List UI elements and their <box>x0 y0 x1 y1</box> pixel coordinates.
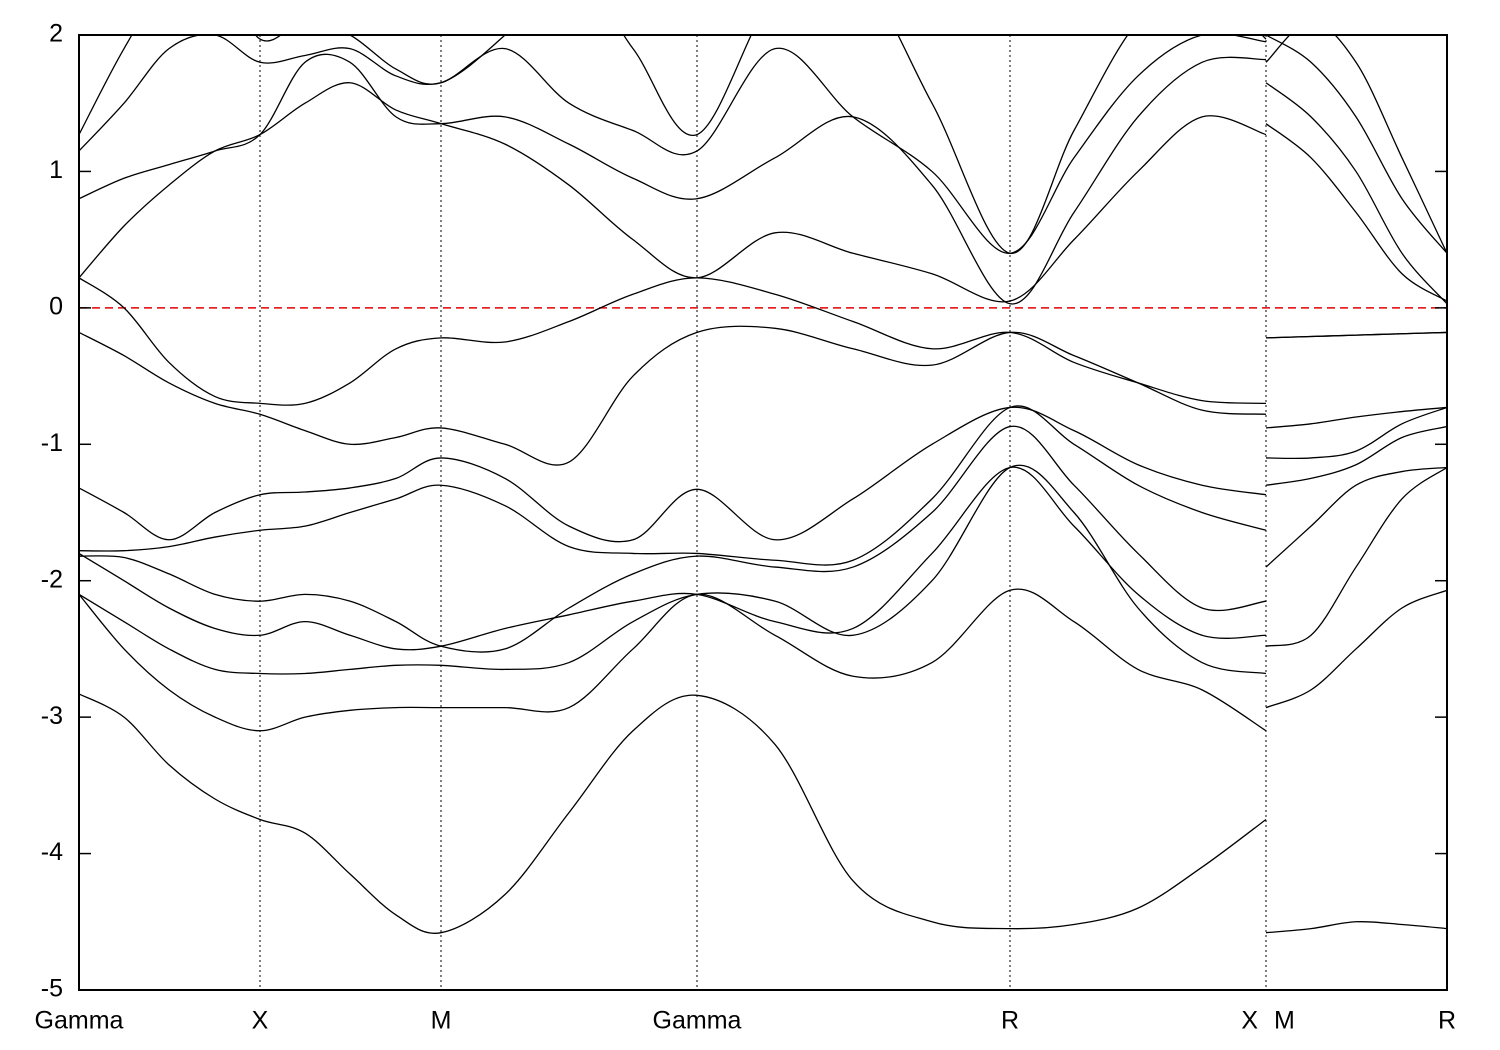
band-line <box>79 693 1447 934</box>
y-tick-label: 1 <box>49 156 63 184</box>
y-tick-label: -5 <box>41 975 63 1003</box>
plot-frame <box>78 34 1448 991</box>
y-tick-label: -3 <box>41 702 63 730</box>
y-tick-label: 0 <box>49 292 63 320</box>
band-line <box>79 405 1447 566</box>
plot-area <box>79 35 1447 934</box>
band-line <box>79 588 1447 732</box>
x-tick-label: Gamma <box>35 1007 124 1035</box>
band-line <box>79 82 1447 303</box>
x-tick-label: R <box>1438 1007 1456 1035</box>
y-tick-label: -4 <box>41 838 63 866</box>
y-tick-label: -1 <box>41 429 63 457</box>
band-line <box>79 464 1447 675</box>
band-line <box>79 53 1447 305</box>
band-line <box>79 325 1447 466</box>
x-tick-label: R <box>1001 1007 1019 1035</box>
y-tick-label: -2 <box>41 565 63 593</box>
band-line <box>79 406 1447 543</box>
y-tick-label: 2 <box>49 20 63 48</box>
band-line <box>79 277 1447 406</box>
x-tick-label: Gamma <box>653 1007 742 1035</box>
x-tick-label: X <box>252 1007 269 1035</box>
x-tick-label: M <box>431 1007 452 1035</box>
x-tick-label: X <box>1241 1007 1258 1035</box>
band-line <box>79 425 1447 653</box>
band-line <box>79 35 1447 254</box>
band-line <box>79 466 1447 651</box>
band-line <box>79 35 1447 254</box>
x-tick-label: M <box>1274 1007 1295 1035</box>
